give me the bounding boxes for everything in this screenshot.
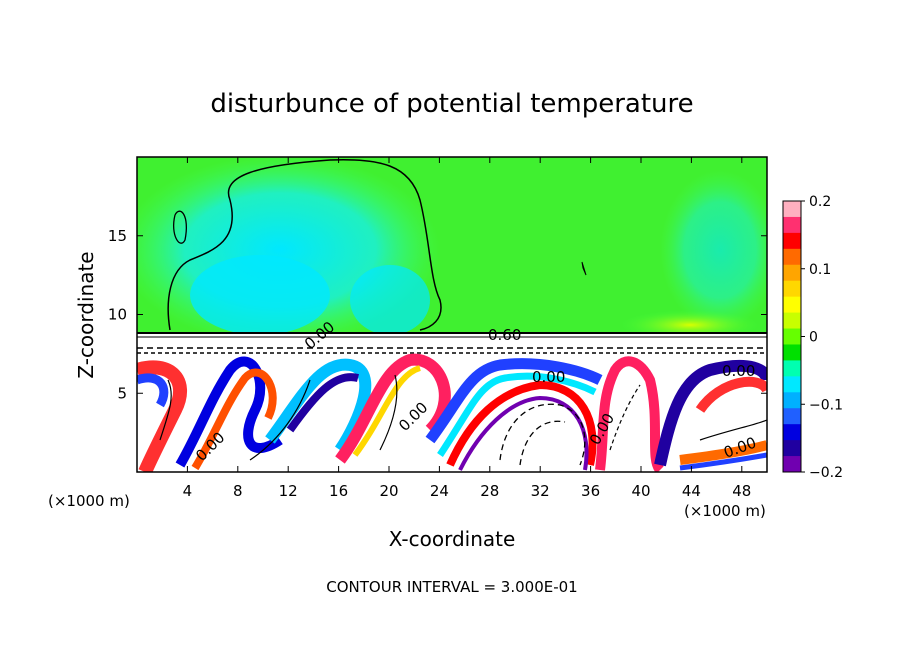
colorbar [783,201,801,473]
contour-label: 0.60 [488,326,521,344]
band-right-2 [654,359,767,467]
contour-lower-5 [609,384,641,451]
colorbar-swatch [783,360,801,377]
colorbar-swatch [783,248,801,266]
x-tick-label: 32 [531,482,550,500]
tropopause-band [137,332,767,354]
contour-small-2 [581,261,587,276]
y-tick-label: 15 [108,227,127,245]
band-left-red [137,360,187,472]
colorbar-ticks: 0.2 0.1 0 −0.1 −0.2 [801,194,843,481]
colorbar-tick-label: 0.1 [809,262,831,278]
colorbar-swatch [783,408,801,425]
contour-lower-4 [249,379,311,461]
colorbar-swatch [783,312,801,330]
x-unit-label-right: (×1000 m) [684,502,766,520]
band-center-arc [446,380,597,467]
band-right-4 [679,440,767,465]
contour-lower-1 [499,403,586,466]
colorbar-swatch [783,264,801,282]
colorbar-swatch [783,328,801,345]
x-tick-label: 36 [581,482,600,500]
colorbar-swatch [783,296,801,314]
x-axis: 4 8 12 16 20 24 28 32 36 40 44 48 [183,157,751,500]
colorbar-swatch [783,392,801,409]
x-tick-label: 4 [183,482,193,500]
plot-area [137,157,767,472]
band-wave-2-inner [286,373,360,433]
contour-lower-6 [699,419,767,441]
colorbar-tick-label: 0 [809,330,818,346]
cool-core [190,255,330,335]
x-tick-label: 12 [279,482,298,500]
y-tick-label: 10 [108,306,127,324]
colorbar-tick-label: 0.2 [809,194,831,210]
band-wave-4 [425,358,603,444]
y-axis-label: Z-coordinate [74,251,98,378]
colorbar-swatch [783,280,801,298]
band-right-1 [595,356,665,472]
contour-interval-note: CONTOUR INTERVAL = 3.000E-01 [326,578,577,596]
contour-upper [167,158,442,331]
contour-lower-3 [159,379,172,441]
x-tick-label: 8 [233,482,243,500]
colorbar-swatch [783,232,801,250]
band-wave-1 [175,356,283,468]
colorbar-swatch [783,201,801,218]
colorbar-tick-label: −0.1 [809,397,843,413]
colorbar-swatch [783,344,801,361]
colorbar-swatch [783,424,801,441]
colorbar-swatch [783,440,801,457]
band-wave-4-outer [437,372,597,457]
cool-region-right [660,170,767,330]
x-tick-label: 40 [631,482,650,500]
cool-core-2 [350,265,430,335]
colorbar-swatch [783,216,801,234]
band-wave-3-inner [352,365,422,457]
band-wave-2 [265,358,372,454]
chart-title: disturbunce of potential temperature [210,89,693,119]
band-wave-1-outer [191,368,277,471]
band-right-3 [695,376,767,414]
colorbar-swatch [783,376,801,393]
contour-lower-2 [519,420,566,466]
x-axis-label: X-coordinate [389,527,516,551]
x-tick-label: 20 [379,482,398,500]
contour-label: 0.00 [722,362,755,380]
y-tick-label: 5 [117,384,127,402]
x-unit-label: (×1000 m) [48,492,130,510]
x-tick-label: 48 [732,482,751,500]
contour-label: 0.00 [532,368,565,386]
band-wave-3 [335,353,451,464]
contour-lower-7 [379,374,398,451]
colorbar-tick-label: −0.2 [809,465,843,481]
x-tick-label: 44 [682,482,701,500]
colorbar-swatch [783,456,801,473]
band-left-blue [137,373,169,408]
contour-small-1 [173,210,187,244]
x-tick-label: 28 [480,482,499,500]
x-tick-label: 24 [430,482,449,500]
y-axis: 5 10 15 [108,227,767,402]
x-tick-label: 16 [329,482,348,500]
